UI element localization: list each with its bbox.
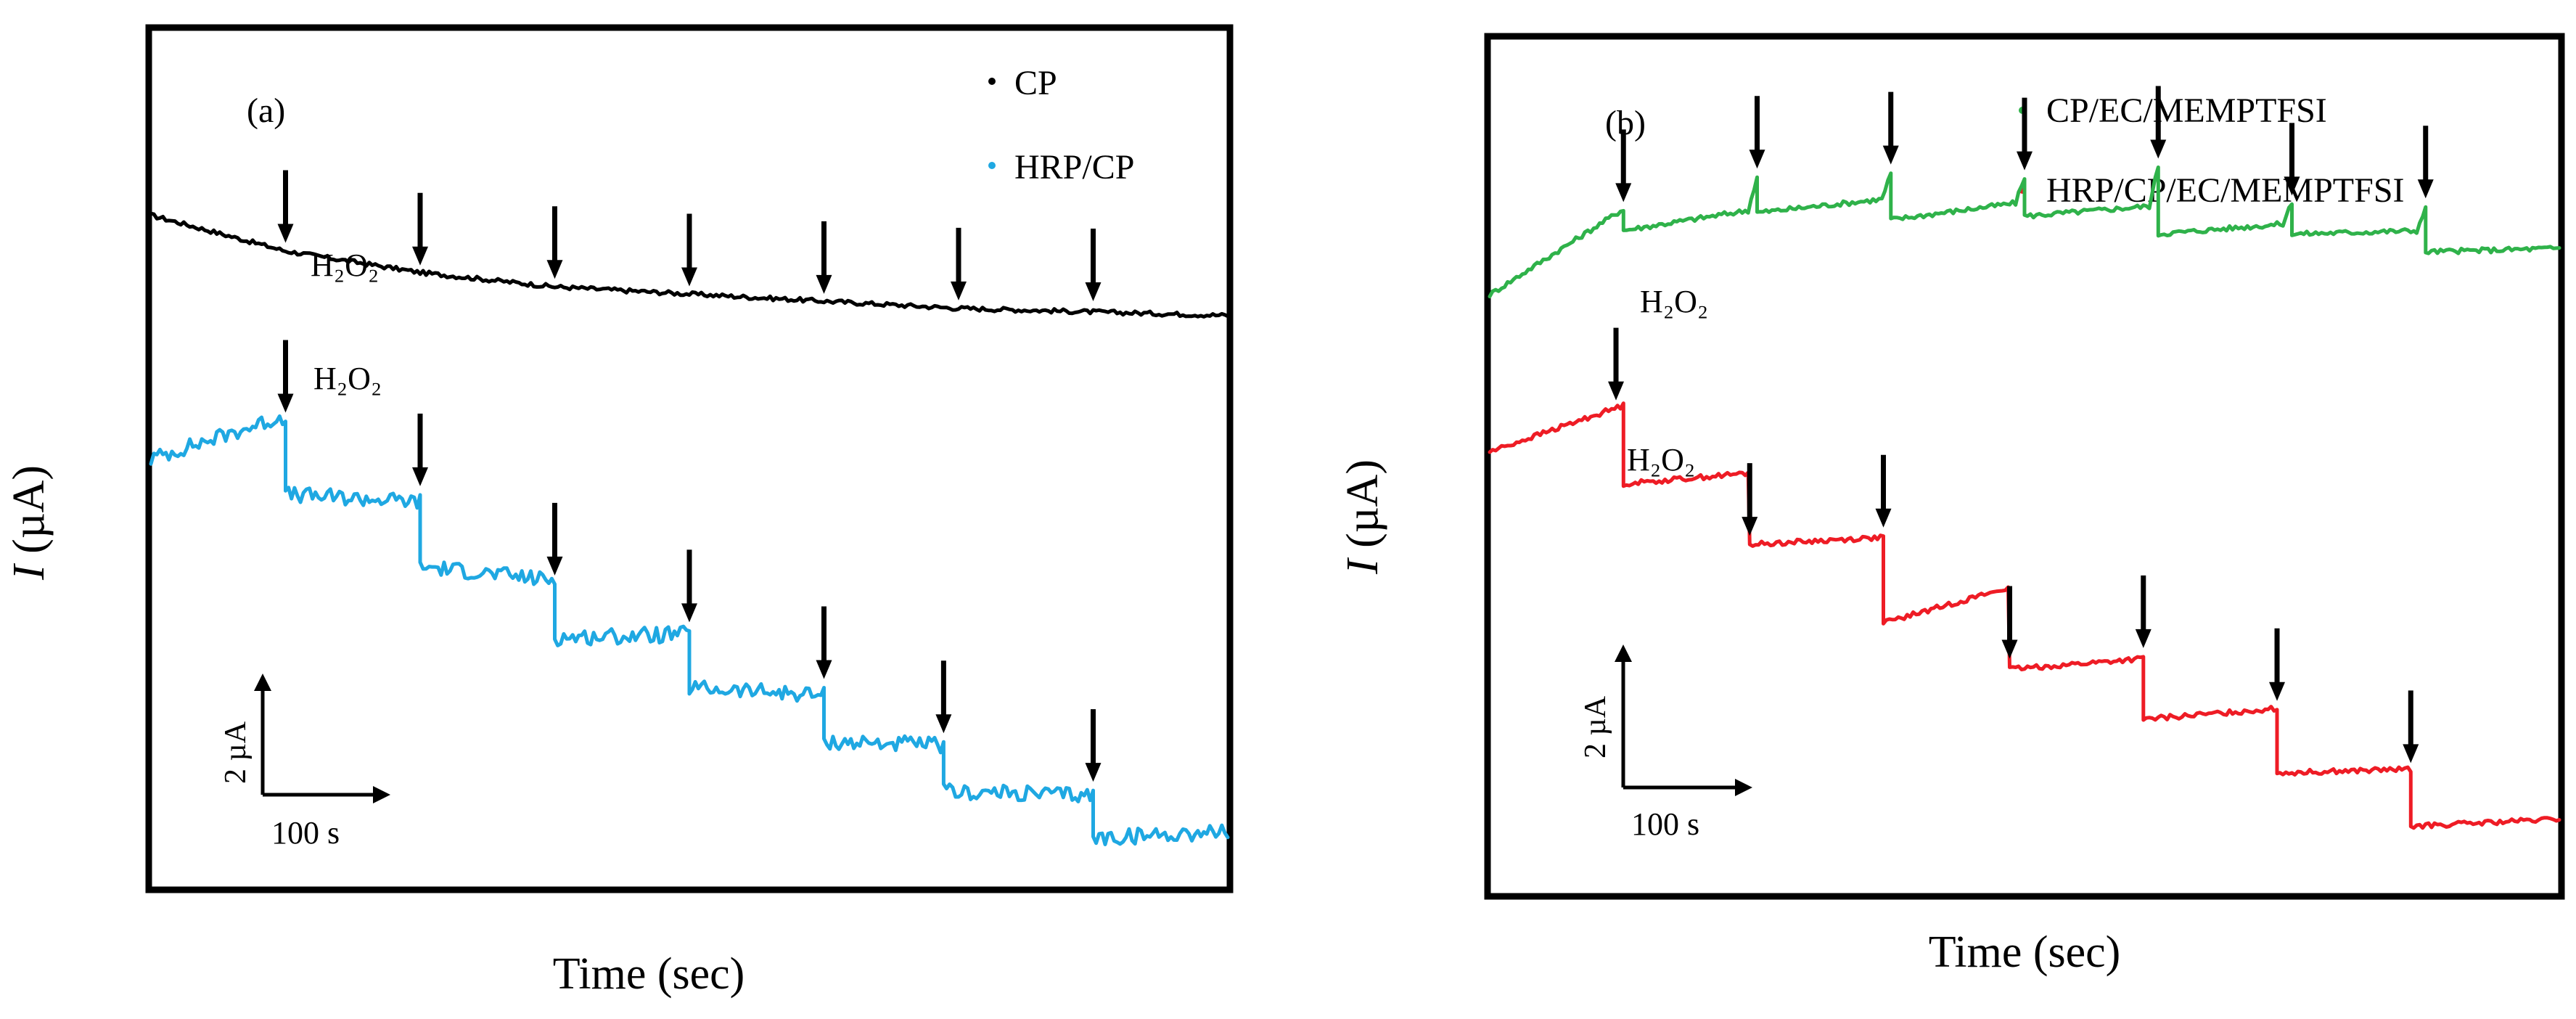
scale-bar-x-label-a: 100 s bbox=[271, 815, 340, 851]
arrow-head-b0-0 bbox=[1615, 183, 1632, 202]
arrow-head-a0-4 bbox=[816, 274, 832, 294]
scale-bar-vertical-arrowhead-b bbox=[1615, 644, 1632, 662]
panel-label-a: (a) bbox=[247, 91, 285, 130]
legend-marker-cp bbox=[988, 78, 996, 85]
arrow-head-a0-0 bbox=[277, 224, 294, 243]
addition-arrows-b bbox=[1608, 86, 2434, 764]
arrow-head-b0-2 bbox=[1882, 145, 1899, 165]
scale-bar-horizontal-arrowhead-b bbox=[1735, 779, 1752, 796]
arrow-head-b1-2 bbox=[1875, 508, 1892, 528]
arrow-head-a0-5 bbox=[951, 281, 967, 300]
arrow-head-a0-6 bbox=[1085, 282, 1102, 302]
y-axis-title-a: I (µA) bbox=[4, 465, 54, 581]
arrow-head-a1-4 bbox=[816, 660, 832, 679]
arrow-head-a1-3 bbox=[681, 603, 697, 623]
arrow-head-a0-2 bbox=[546, 260, 563, 279]
arrow-head-b1-3 bbox=[2001, 639, 2018, 659]
arrow-head-b0-5 bbox=[2284, 176, 2300, 196]
arrow-head-a0-3 bbox=[681, 267, 697, 287]
arrow-head-a1-1 bbox=[412, 467, 428, 486]
legend-marker-hrp-cp bbox=[988, 162, 996, 169]
arrow-head-b1-6 bbox=[2403, 744, 2419, 764]
arrow-head-b1-5 bbox=[2269, 682, 2286, 701]
scale-bar-vertical-arrowhead-a bbox=[254, 674, 271, 691]
legend-label-hrp-cp: HRP/CP bbox=[1014, 148, 1134, 187]
arrow-head-b1-0 bbox=[1608, 381, 1625, 401]
x-axis-title-a: Time (sec) bbox=[553, 949, 745, 999]
h2o2-label-a-bottom: H₂O₂ bbox=[313, 361, 382, 396]
arrow-head-a1-5 bbox=[935, 714, 952, 734]
h2o2-label-b-top: H₂O₂ bbox=[1640, 284, 1708, 319]
legend-label-hrp-cp-ec-memptfsi: HRP/CP/EC/MEMPTFSI bbox=[2046, 171, 2405, 210]
arrow-head-a1-2 bbox=[546, 556, 563, 576]
arrow-head-b0-3 bbox=[2017, 151, 2033, 171]
arrow-head-a0-1 bbox=[412, 246, 428, 266]
series-line-hrp-cp bbox=[149, 414, 1230, 846]
legend-label-cp: CP bbox=[1014, 64, 1057, 102]
scale-bar-x-label-b: 100 s bbox=[1631, 806, 1699, 842]
h2o2-label-a-top: H₂O₂ bbox=[311, 247, 379, 283]
legend-label-cp-ec-memptfsi: CP/EC/MEMPTFSI bbox=[2046, 91, 2327, 130]
series-line-cp-ec-memptfsi bbox=[1488, 165, 2561, 299]
x-axis-title-b: Time (sec) bbox=[1929, 928, 2121, 977]
series-line-hrp-cp-ec-memptfsi bbox=[1488, 401, 2561, 830]
y-axis-title-b: I (µA) bbox=[1338, 459, 1387, 575]
arrow-head-a1-0 bbox=[277, 393, 294, 413]
scale-bar-y-label-a: 2 µA bbox=[219, 721, 253, 784]
scale-bar-y-label-b: 2 µA bbox=[1579, 695, 1612, 758]
scale-bar-horizontal-arrowhead-a bbox=[373, 786, 390, 803]
h2o2-label-b-bottom: H₂O₂ bbox=[1627, 442, 1695, 478]
series-line-cp bbox=[149, 211, 1230, 319]
addition-arrows-a bbox=[277, 170, 1102, 782]
plot-frame-b bbox=[1484, 33, 2565, 900]
arrow-head-b1-4 bbox=[2135, 629, 2152, 648]
arrow-head-b0-1 bbox=[1749, 150, 1765, 169]
plot-frame-a bbox=[145, 24, 1234, 893]
arrow-head-b0-6 bbox=[2417, 179, 2434, 199]
panel-a-chart: (a) CP HRP/CP H₂O₂ H₂O₂ 2 µA 100 s I (µA… bbox=[4, 24, 1234, 999]
arrow-head-a1-6 bbox=[1085, 763, 1102, 782]
arrow-head-b0-4 bbox=[2150, 139, 2167, 159]
arrow-head-b1-1 bbox=[1742, 517, 1758, 536]
panel-b-chart: (b) CP/EC/MEMPTFSI HRP/CP/EC/MEMPTFSI H₂… bbox=[1338, 33, 2565, 977]
